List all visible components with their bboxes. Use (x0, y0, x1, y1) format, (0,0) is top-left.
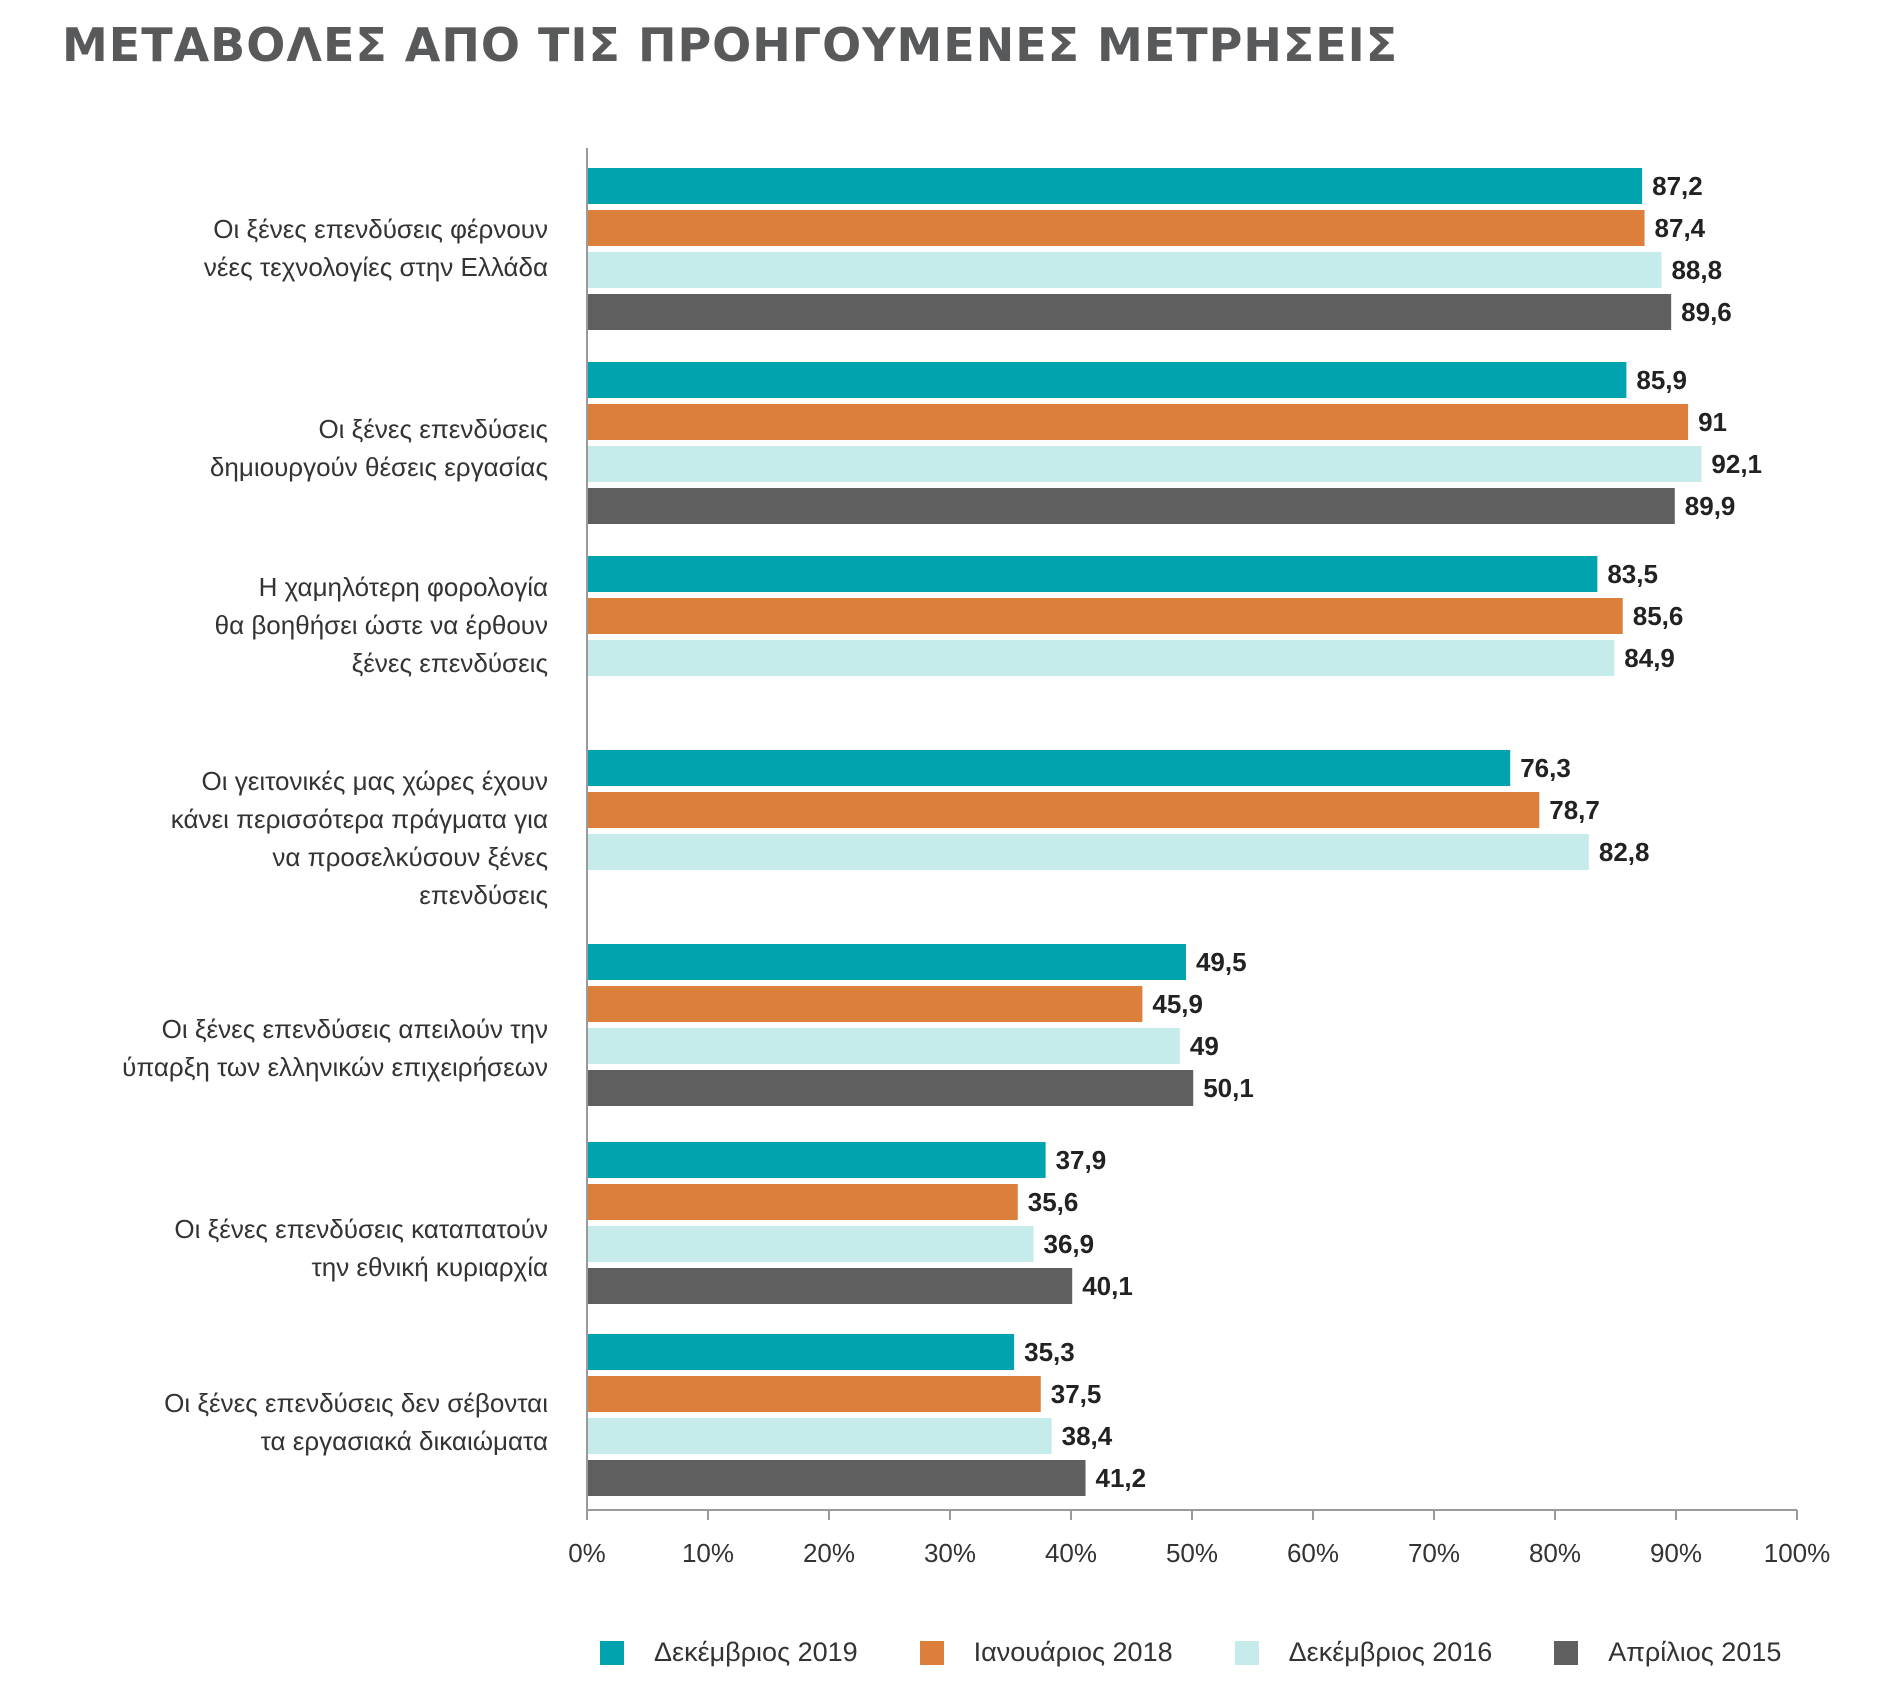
bar-value-label: 38,4 (1062, 1421, 1113, 1451)
bar-value-label: 82,8 (1599, 837, 1650, 867)
bar (587, 1226, 1034, 1262)
x-tick-label: 50% (1166, 1538, 1218, 1568)
category-label: Οι ξένες επενδύσεις καταπατούν την εθνικ… (174, 1214, 548, 1282)
bar-value-label: 41,2 (1096, 1463, 1147, 1493)
bar (587, 598, 1623, 634)
legend-item: Ιανουάριος 2018 (919, 1637, 1173, 1668)
bar-value-label: 49 (1190, 1031, 1219, 1061)
bar (587, 404, 1689, 440)
bar-value-label: 35,3 (1024, 1337, 1075, 1367)
bar (587, 1334, 1015, 1370)
bar-value-label: 92,1 (1711, 449, 1762, 479)
x-tick-label: 40% (1045, 1538, 1097, 1568)
bar (587, 252, 1662, 288)
x-tick-label: 10% (682, 1538, 734, 1568)
bar-chart: 87,2 87,4 88,8 89,6 85,9 91 92,1 89,9 83,5 85,6 84… (568, 148, 1831, 1568)
bar-value-label: 37,9 (1056, 1145, 1107, 1175)
category-label: Η χαμηλότερη φορολογία θα βοηθήσει ώστε … (214, 572, 548, 678)
bar (587, 944, 1186, 980)
bar-value-label: 89,6 (1681, 297, 1732, 327)
bar (587, 210, 1645, 246)
x-tick-label: 20% (803, 1538, 855, 1568)
bar-value-label: 50,1 (1203, 1073, 1254, 1103)
bar (587, 1184, 1018, 1220)
bar-value-label: 84,9 (1624, 643, 1675, 673)
x-tick-label: 90% (1650, 1538, 1702, 1568)
legend-swatch (1234, 1640, 1259, 1665)
x-tick-label: 30% (924, 1538, 976, 1568)
x-tick-label: 0% (568, 1538, 606, 1568)
bar (587, 986, 1143, 1022)
legend-item: Δεκέμβριος 2016 (1234, 1637, 1493, 1668)
bar-value-label: 45,9 (1152, 989, 1203, 1019)
bar-value-label: 49,5 (1196, 947, 1247, 977)
bar (587, 294, 1672, 330)
x-tick-label: 70% (1408, 1538, 1460, 1568)
category-label: Οι ξένες επενδύσεις δεν σέβονται τα εργα… (164, 1388, 548, 1456)
x-tick-label: 100% (1764, 1538, 1831, 1568)
bar (587, 362, 1627, 398)
bar (587, 488, 1675, 524)
bar (587, 168, 1643, 204)
legend-label: Δεκέμβριος 2016 (1288, 1637, 1493, 1667)
category-label: Οι γειτονικές μας χώρες έχουν κάνει περι… (170, 766, 548, 910)
bar-value-label: 37,5 (1051, 1379, 1102, 1409)
bar-value-label: 89,9 (1685, 491, 1736, 521)
bar (587, 1376, 1041, 1412)
bar-value-label: 88,8 (1671, 255, 1722, 285)
legend-item: Απρίλιος 2015 (1554, 1637, 1781, 1668)
bar-value-label: 87,2 (1652, 171, 1703, 201)
bar (587, 1142, 1046, 1178)
category-label: Οι ξένες επενδύσεις φέρνουν νέες τεχνολο… (203, 214, 548, 282)
bar (587, 1418, 1052, 1454)
legend-label: Ιανουάριος 2018 (973, 1637, 1173, 1667)
bar-value-label: 85,6 (1633, 601, 1684, 631)
bar (587, 792, 1540, 828)
x-tick-label: 60% (1287, 1538, 1339, 1568)
legend-swatch (600, 1640, 624, 1665)
legend-label: Δεκέμβριος 2019 (654, 1637, 858, 1667)
legend-label: Απρίλιος 2015 (1608, 1637, 1782, 1667)
bar (587, 1460, 1086, 1496)
bar-value-label: 87,4 (1655, 213, 1706, 243)
category-label: Οι ξένες επενδύσεις απειλούν την ύπαρξη … (122, 1014, 548, 1082)
legend: Δεκέμβριος 2019 Ιανουάριος 2018 Δεκέμβριος… (600, 1637, 1843, 1668)
bar-value-label: 83,5 (1607, 559, 1658, 589)
bar-value-label: 40,1 (1082, 1271, 1133, 1301)
bar (587, 640, 1615, 676)
bar (587, 1028, 1180, 1064)
legend-swatch (919, 1640, 944, 1665)
bar (587, 556, 1598, 592)
chart-title: ΜΕΤΑΒΟΛΕΣ ΑΠΟ ΤΙΣ ΠΡΟΗΓΟΥΜΕΝΕΣ ΜΕΤΡΗΣΕΙΣ (62, 18, 1399, 72)
bar-value-label: 91 (1698, 407, 1727, 437)
category-label: Οι ξένες επενδύσεις δημιουργούν θέσεις ε… (209, 414, 548, 482)
bar (587, 446, 1702, 482)
x-tick-label: 80% (1529, 1538, 1581, 1568)
bar (587, 1070, 1194, 1106)
bar (587, 834, 1589, 870)
bar-value-label: 36,9 (1043, 1229, 1094, 1259)
bar-value-label: 76,3 (1520, 753, 1571, 783)
bar (587, 1268, 1073, 1304)
bar (587, 750, 1511, 786)
bar-value-label: 85,9 (1636, 365, 1687, 395)
bar-value-label: 78,7 (1549, 795, 1600, 825)
legend-swatch (1554, 1640, 1579, 1665)
legend-item: Δεκέμβριος 2019 (600, 1637, 858, 1668)
bar-value-label: 35,6 (1028, 1187, 1079, 1217)
